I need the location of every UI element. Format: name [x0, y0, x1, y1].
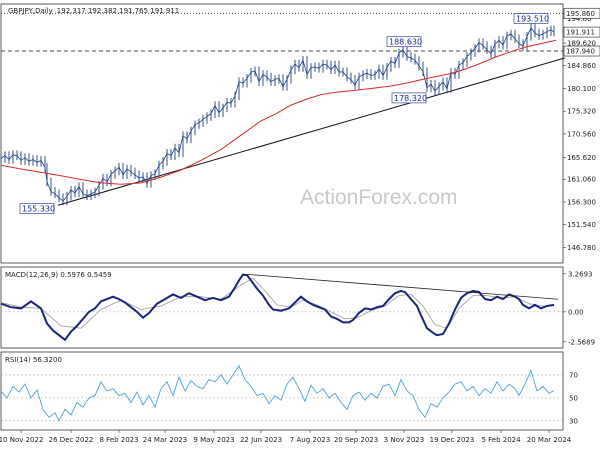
annotation-label: 193.510: [516, 14, 549, 23]
ohlc-values: 192.317 192.382 191.765 191.911: [57, 7, 179, 15]
price-layer: 195.860194.80 189.620 184.860 180.100 175.32…: [0, 7, 600, 252]
annotation-box: [513, 13, 549, 24]
price-y-tick: 180.100: [567, 85, 596, 93]
x-tick-label: 8 Feb 2023: [99, 436, 138, 444]
support-trendline: [57, 57, 566, 206]
annotation-box: [386, 36, 422, 48]
macd-line: [0, 273, 555, 342]
rsi-layer: 70 50 30: [0, 364, 578, 425]
price-y-tick: 161.060: [567, 176, 596, 184]
x-tick-label: 10 Nov 2022: [0, 436, 43, 444]
symbol-header: GBPJPY,Daily 192.317 192.382 191.765 191.…: [8, 7, 179, 15]
moving-average-line: [0, 39, 557, 185]
current-price: 191.911: [566, 29, 595, 37]
price-y-tick: 189.620: [567, 40, 596, 48]
x-tick-label: 22 Jun 2023: [240, 436, 282, 444]
annotation-label: 178.320: [394, 94, 427, 103]
annotation-box: [391, 92, 427, 104]
price-y-tick: 151.540: [567, 221, 596, 229]
price-panel: [0, 3, 564, 264]
rsi-y-tick: 30: [569, 417, 578, 425]
rsi-y-tick: 70: [569, 371, 578, 379]
x-tick-label: 19 Dec 2023: [430, 436, 475, 444]
x-tick-label: 7 Aug 2023: [290, 436, 330, 444]
x-tick-label: 20 Mar 2024: [527, 436, 572, 444]
rsi-line: [0, 364, 555, 422]
macd-y-tick: -2.5689: [568, 338, 595, 346]
macd-panel: [0, 266, 564, 349]
watermark: ActionForex.com: [300, 186, 458, 209]
price-y-tick: 194.80: [567, 15, 592, 23]
symbol-label: GBPJPY,Daily: [8, 7, 53, 15]
hline-value-box: [563, 7, 600, 19]
price-y-tick: 170.560: [567, 130, 596, 138]
x-axis: 10 Nov 2022 26 Dec 2022 8 Feb 2023 24 Mar 2…: [0, 430, 572, 444]
rsi-panel: [0, 351, 564, 431]
rsi-header: RSI(14) 56.3200: [5, 356, 62, 364]
price-y-tick: 165.620: [567, 154, 596, 162]
macd-y-tick: 0.00: [568, 308, 584, 316]
hline-value: 195.860: [566, 10, 595, 18]
x-tick-label: 24 Mar 2023: [143, 436, 187, 444]
annotation-label: 155.330: [22, 205, 55, 214]
annotation-box: [19, 203, 55, 214]
x-tick-label: 5 Feb 2024: [481, 436, 521, 444]
x-tick-label: 26 Dec 2022: [49, 436, 94, 444]
annotation-label: 188.630: [389, 38, 422, 47]
x-tick-label: 20 Sep 2023: [334, 436, 378, 444]
rsi-y-tick: 50: [569, 394, 578, 402]
price-line: [0, 27, 555, 202]
price-y-tick: 146.780: [567, 244, 596, 252]
price-y-tick: 175.320: [567, 108, 596, 116]
price-y-tick: 156.300: [567, 198, 596, 206]
x-tick-label: 3 Nov 2023: [384, 436, 424, 444]
macd-layer: 3.2693 0.00 -2.5689: [0, 270, 595, 346]
current-price-box: [563, 26, 600, 38]
hline-value: 187.940: [566, 48, 595, 56]
macd-trendline: [246, 273, 559, 300]
macd-header: MACD(12,26,9) 0.5976 0.5459: [5, 271, 112, 279]
hline-value-box: [563, 45, 600, 57]
macd-y-tick: 3.2693: [568, 270, 593, 278]
price-y-tick: 184.860: [567, 62, 596, 70]
panel-frames: [0, 3, 564, 431]
x-tick-label: 9 May 2023: [193, 436, 234, 444]
